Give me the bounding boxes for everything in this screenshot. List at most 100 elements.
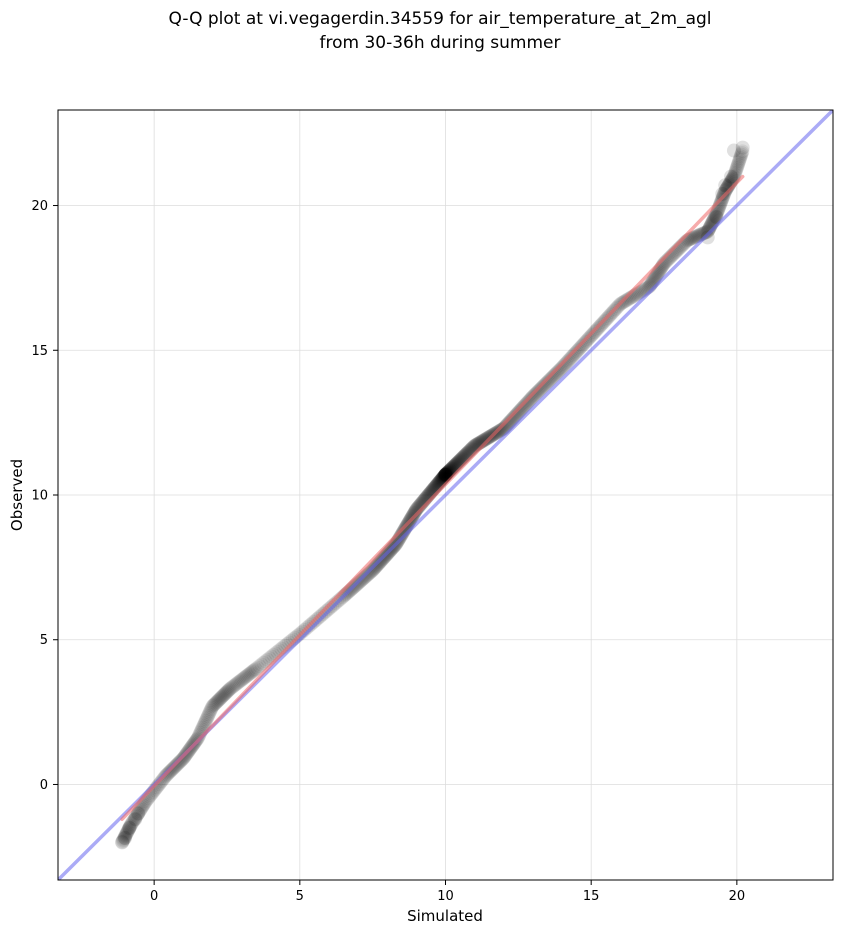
data-point	[191, 729, 206, 744]
data-point	[365, 563, 380, 578]
data-point	[547, 368, 562, 383]
data-point	[129, 808, 144, 823]
data-point	[215, 689, 230, 704]
data-point	[190, 731, 205, 746]
data-point	[537, 378, 552, 393]
data-point	[622, 291, 637, 306]
x-axis-ticks: 0 5 10 15 20	[150, 880, 745, 904]
data-point	[555, 359, 570, 374]
data-point	[366, 562, 381, 577]
data-point	[735, 144, 750, 159]
data-point	[477, 433, 492, 448]
data-point	[724, 169, 739, 184]
data-point	[493, 423, 508, 438]
data-point	[218, 686, 233, 701]
data-point	[546, 369, 561, 384]
x-tick-label: 10	[437, 889, 454, 904]
data-point	[713, 197, 728, 212]
data-point	[247, 663, 262, 678]
data-point	[130, 807, 145, 822]
data-point	[231, 675, 246, 690]
data-point	[560, 354, 575, 369]
data-point	[735, 140, 750, 155]
data-point	[505, 411, 520, 426]
data-point	[563, 350, 578, 365]
data-point	[126, 814, 141, 829]
data-point	[223, 681, 238, 696]
data-point	[224, 680, 239, 695]
data-point	[727, 167, 742, 182]
data-point	[219, 685, 234, 700]
data-point	[211, 692, 226, 707]
data-point	[213, 691, 228, 706]
data-point	[517, 398, 532, 413]
data-point	[522, 393, 537, 408]
data-point	[216, 688, 231, 703]
data-point	[207, 697, 222, 712]
data-point	[531, 384, 546, 399]
data-point	[122, 821, 137, 836]
data-point	[154, 774, 169, 789]
data-point	[478, 432, 493, 447]
data-point	[729, 160, 744, 175]
data-point	[504, 412, 519, 427]
data-point	[119, 827, 134, 842]
data-point	[536, 379, 551, 394]
data-point	[519, 396, 534, 411]
data-point	[707, 210, 722, 225]
data-point	[124, 817, 139, 832]
data-point	[510, 406, 525, 421]
data-point	[533, 382, 548, 397]
data-point	[118, 831, 133, 846]
data-point	[708, 209, 723, 224]
data-point	[226, 679, 241, 694]
data-point	[237, 670, 252, 685]
data-point	[728, 165, 743, 180]
data-point	[565, 349, 580, 364]
data-point	[236, 671, 251, 686]
data-point	[478, 432, 493, 447]
chart-title-line-1: Q-Q plot at vi.vegagerdin.34559 for air_…	[168, 9, 711, 29]
data-point	[709, 206, 724, 221]
data-point	[256, 655, 271, 670]
data-point	[551, 364, 566, 379]
data-point	[201, 707, 216, 722]
data-point	[518, 397, 533, 412]
data-point	[120, 823, 135, 838]
data-point	[544, 371, 559, 386]
data-point	[204, 700, 219, 715]
data-point	[123, 818, 138, 833]
data-point	[476, 433, 491, 448]
data-point	[117, 830, 132, 845]
data-point	[568, 345, 583, 360]
data-point	[204, 702, 219, 717]
data-point	[731, 155, 746, 170]
data-point	[715, 186, 730, 201]
data-point	[117, 831, 132, 846]
data-point	[549, 365, 564, 380]
data-point	[494, 422, 509, 437]
y-tick-label: 0	[40, 778, 48, 793]
data-point	[153, 775, 168, 790]
data-point	[233, 673, 248, 688]
data-point	[238, 669, 253, 684]
data-point	[514, 401, 529, 416]
data-point	[119, 825, 134, 840]
data-point	[239, 668, 254, 683]
data-point	[576, 337, 591, 352]
data-point	[493, 423, 508, 438]
y-tick-label: 5	[40, 633, 48, 648]
data-point	[367, 561, 382, 576]
data-point	[726, 143, 741, 158]
data-point	[480, 431, 495, 446]
y-tick-label: 20	[31, 199, 48, 214]
data-point	[248, 662, 263, 677]
data-point	[709, 207, 724, 222]
data-point	[511, 405, 526, 420]
data-point	[526, 388, 541, 403]
data-point	[571, 342, 586, 357]
data-point	[208, 696, 223, 711]
data-point	[558, 357, 573, 372]
data-point	[197, 717, 212, 732]
